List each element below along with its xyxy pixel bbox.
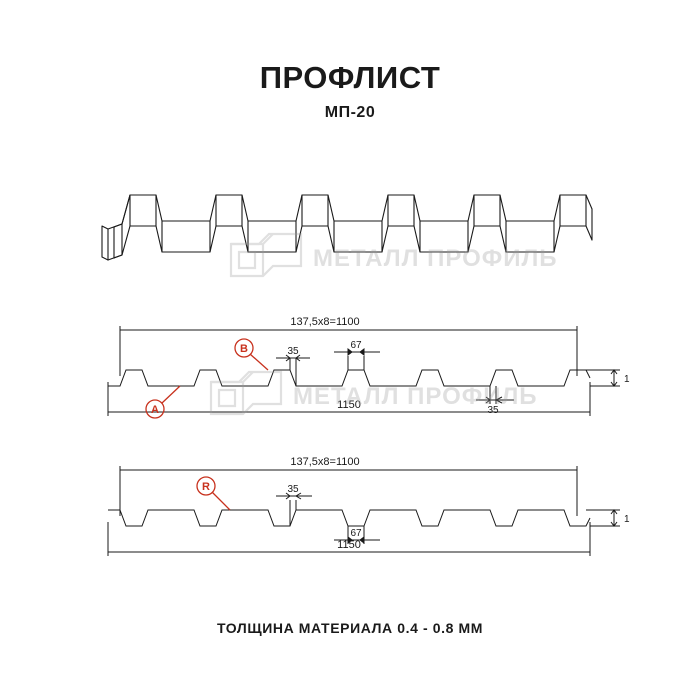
section-r-rib-dimension-left: 35 — [287, 484, 299, 495]
section-view-r: 137,5x8=1100 1150 35 67 18 R — [90, 440, 630, 570]
watermark-logo-top: МЕТАЛЛ ПРОФИЛЬ — [225, 228, 557, 290]
section-r-height-dimension: 18 — [624, 514, 630, 525]
section-r-crest-dimension: 67 — [350, 528, 362, 539]
profile-3d-view — [100, 160, 600, 290]
section-a-rib-dimension-left: 35 — [287, 346, 299, 357]
callout-a-label: A — [151, 404, 159, 416]
section-a-crest-dimension: 67 — [350, 340, 362, 351]
section-a-top-dimension: 137,5x8=1100 — [290, 316, 359, 328]
svg-text:МЕТАЛЛ ПРОФИЛЬ: МЕТАЛЛ ПРОФИЛЬ — [293, 383, 538, 410]
callout-b-label: B — [240, 343, 248, 355]
svg-text:МЕТАЛЛ ПРОФИЛЬ: МЕТАЛЛ ПРОФИЛЬ — [313, 245, 558, 272]
section-r-bottom-dimension: 1150 — [337, 539, 361, 551]
section-view-a: 137,5x8=1100 1150 35 67 35 18 A B — [90, 300, 630, 430]
page-subtitle: МП-20 — [324, 104, 376, 121]
material-thickness-note: ТОЛЩИНА МАТЕРИАЛА 0.4 - 0.8 ММ — [216, 620, 484, 636]
watermark-logo-middle: МЕТАЛЛ ПРОФИЛЬ — [205, 366, 537, 428]
section-a-rib-dimension-right: 35 — [487, 405, 499, 416]
callout-r-label: R — [202, 481, 210, 493]
section-a-height-dimension: 18 — [624, 374, 630, 385]
section-r-top-dimension: 137,5x8=1100 — [290, 456, 359, 468]
page-title: ПРОФЛИСТ — [259, 60, 441, 95]
section-a-bottom-dimension: 1150 — [337, 399, 361, 411]
